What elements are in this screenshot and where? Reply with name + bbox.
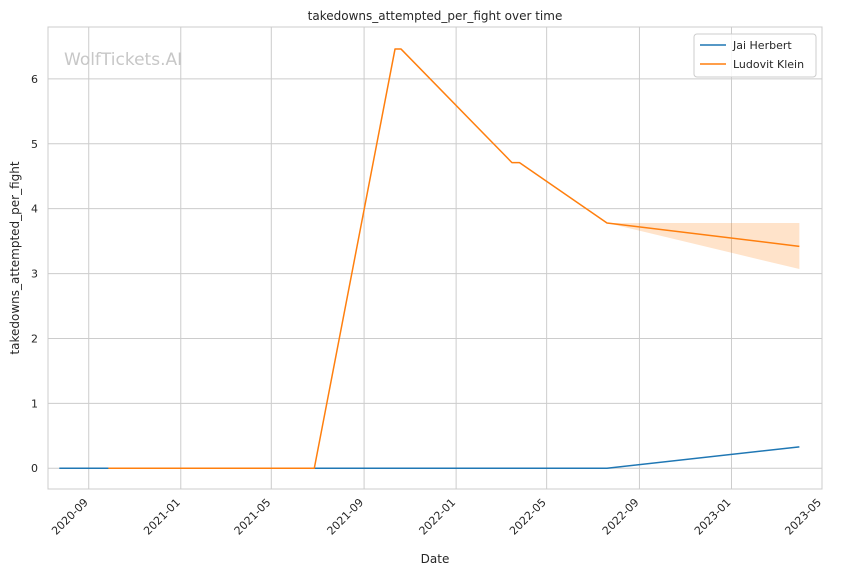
y-tick-label: 1 bbox=[31, 397, 38, 410]
y-tick-label: 6 bbox=[31, 73, 38, 86]
legend-label-jai-herbert: Jai Herbert bbox=[732, 39, 792, 52]
plot-frame bbox=[47, 26, 823, 490]
y-tick-label: 0 bbox=[31, 462, 38, 475]
chart-title: takedowns_attempted_per_fight over time bbox=[308, 9, 563, 23]
series-layer bbox=[59, 48, 800, 469]
confidence-band-ludovit-klein bbox=[607, 222, 800, 270]
legend: Jai Herbert Ludovit Klein bbox=[693, 33, 817, 78]
confidence-band-layer bbox=[607, 222, 800, 270]
y-tick-label: 5 bbox=[31, 138, 38, 151]
y-tick-label: 3 bbox=[31, 268, 38, 281]
watermark-text: WolfTickets.AI bbox=[64, 50, 182, 70]
y-axis-title: takedowns_attempted_per_fight bbox=[8, 161, 22, 354]
y-tick-label: 4 bbox=[31, 203, 38, 216]
x-axis-title: Date bbox=[421, 552, 450, 566]
series-line-ludovit-klein bbox=[108, 48, 800, 469]
y-tick-label: 2 bbox=[31, 332, 38, 345]
legend-label-ludovit-klein: Ludovit Klein bbox=[733, 58, 804, 71]
